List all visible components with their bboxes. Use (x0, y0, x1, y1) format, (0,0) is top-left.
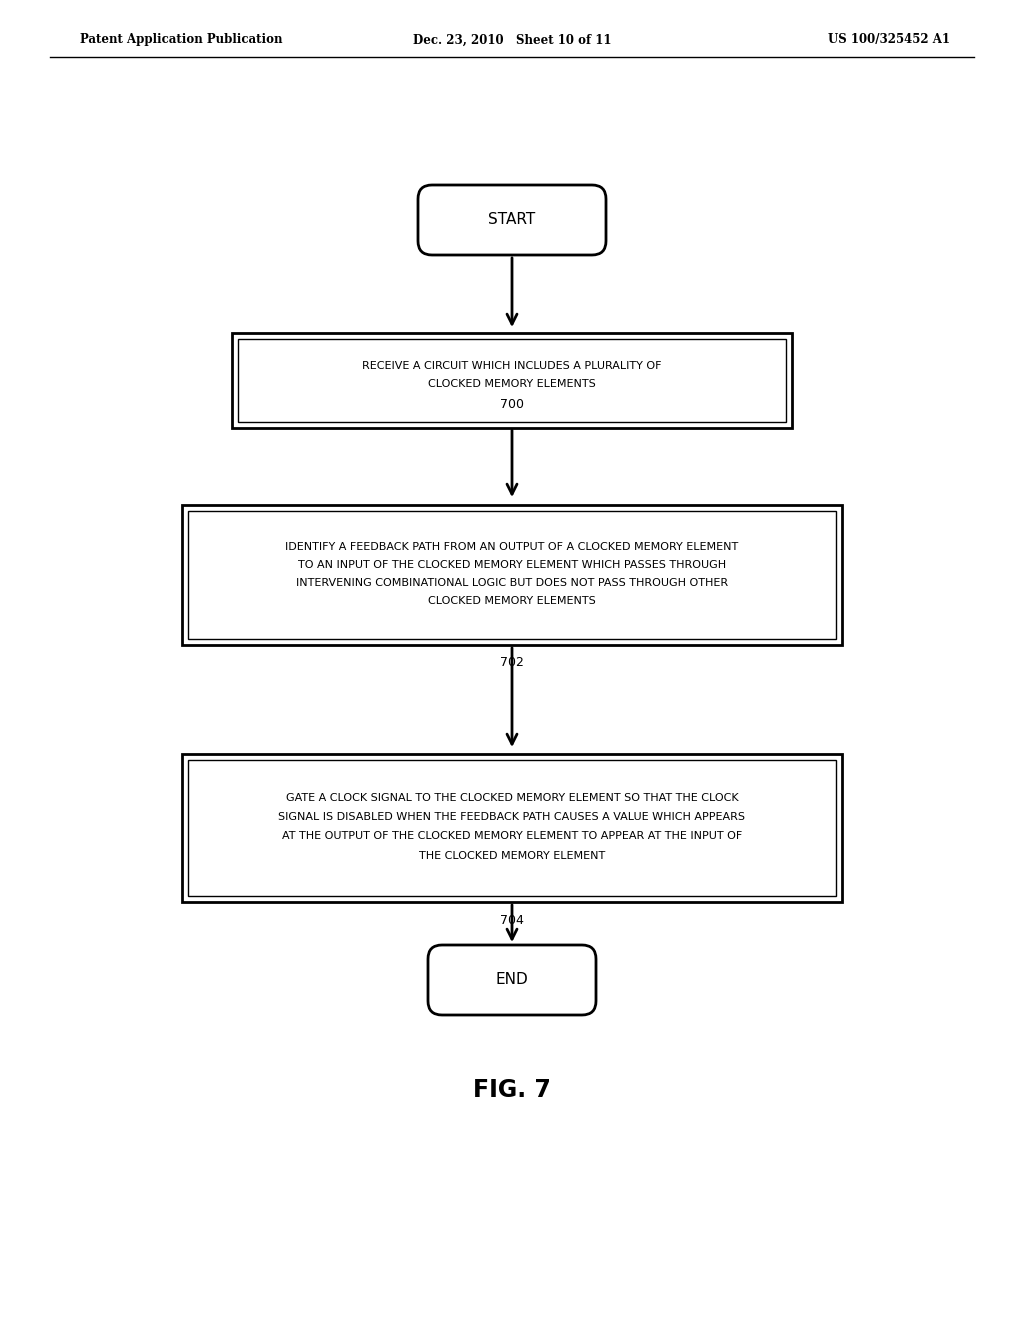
Bar (188, 760, 836, 896)
Text: THE CLOCKED MEMORY ELEMENT: THE CLOCKED MEMORY ELEMENT (419, 851, 605, 861)
Text: START: START (488, 213, 536, 227)
Bar (182, 754, 842, 902)
Text: CLOCKED MEMORY ELEMENTS: CLOCKED MEMORY ELEMENTS (428, 379, 596, 389)
Text: GATE A CLOCK SIGNAL TO THE CLOCKED MEMORY ELEMENT SO THAT THE CLOCK: GATE A CLOCK SIGNAL TO THE CLOCKED MEMOR… (286, 793, 738, 803)
Bar (232, 333, 792, 428)
Text: SIGNAL IS DISABLED WHEN THE FEEDBACK PATH CAUSES A VALUE WHICH APPEARS: SIGNAL IS DISABLED WHEN THE FEEDBACK PAT… (279, 812, 745, 822)
Text: IDENTIFY A FEEDBACK PATH FROM AN OUTPUT OF A CLOCKED MEMORY ELEMENT: IDENTIFY A FEEDBACK PATH FROM AN OUTPUT … (286, 543, 738, 552)
Text: Patent Application Publication: Patent Application Publication (80, 33, 283, 46)
Bar (182, 506, 842, 645)
Text: AT THE OUTPUT OF THE CLOCKED MEMORY ELEMENT TO APPEAR AT THE INPUT OF: AT THE OUTPUT OF THE CLOCKED MEMORY ELEM… (282, 832, 742, 841)
Text: 704: 704 (500, 913, 524, 927)
Bar (188, 511, 836, 639)
Text: FIG. 7: FIG. 7 (473, 1078, 551, 1102)
Text: END: END (496, 973, 528, 987)
Text: 702: 702 (500, 656, 524, 669)
Text: CLOCKED MEMORY ELEMENTS: CLOCKED MEMORY ELEMENTS (428, 597, 596, 606)
Text: TO AN INPUT OF THE CLOCKED MEMORY ELEMENT WHICH PASSES THROUGH: TO AN INPUT OF THE CLOCKED MEMORY ELEMEN… (298, 560, 726, 570)
Text: RECEIVE A CIRCUIT WHICH INCLUDES A PLURALITY OF: RECEIVE A CIRCUIT WHICH INCLUDES A PLURA… (362, 360, 662, 371)
Text: US 100/325452 A1: US 100/325452 A1 (828, 33, 950, 46)
FancyBboxPatch shape (418, 185, 606, 255)
Text: 700: 700 (500, 397, 524, 411)
Text: Dec. 23, 2010   Sheet 10 of 11: Dec. 23, 2010 Sheet 10 of 11 (413, 33, 611, 46)
Bar (238, 338, 786, 421)
Text: INTERVENING COMBINATIONAL LOGIC BUT DOES NOT PASS THROUGH OTHER: INTERVENING COMBINATIONAL LOGIC BUT DOES… (296, 578, 728, 587)
FancyBboxPatch shape (428, 945, 596, 1015)
